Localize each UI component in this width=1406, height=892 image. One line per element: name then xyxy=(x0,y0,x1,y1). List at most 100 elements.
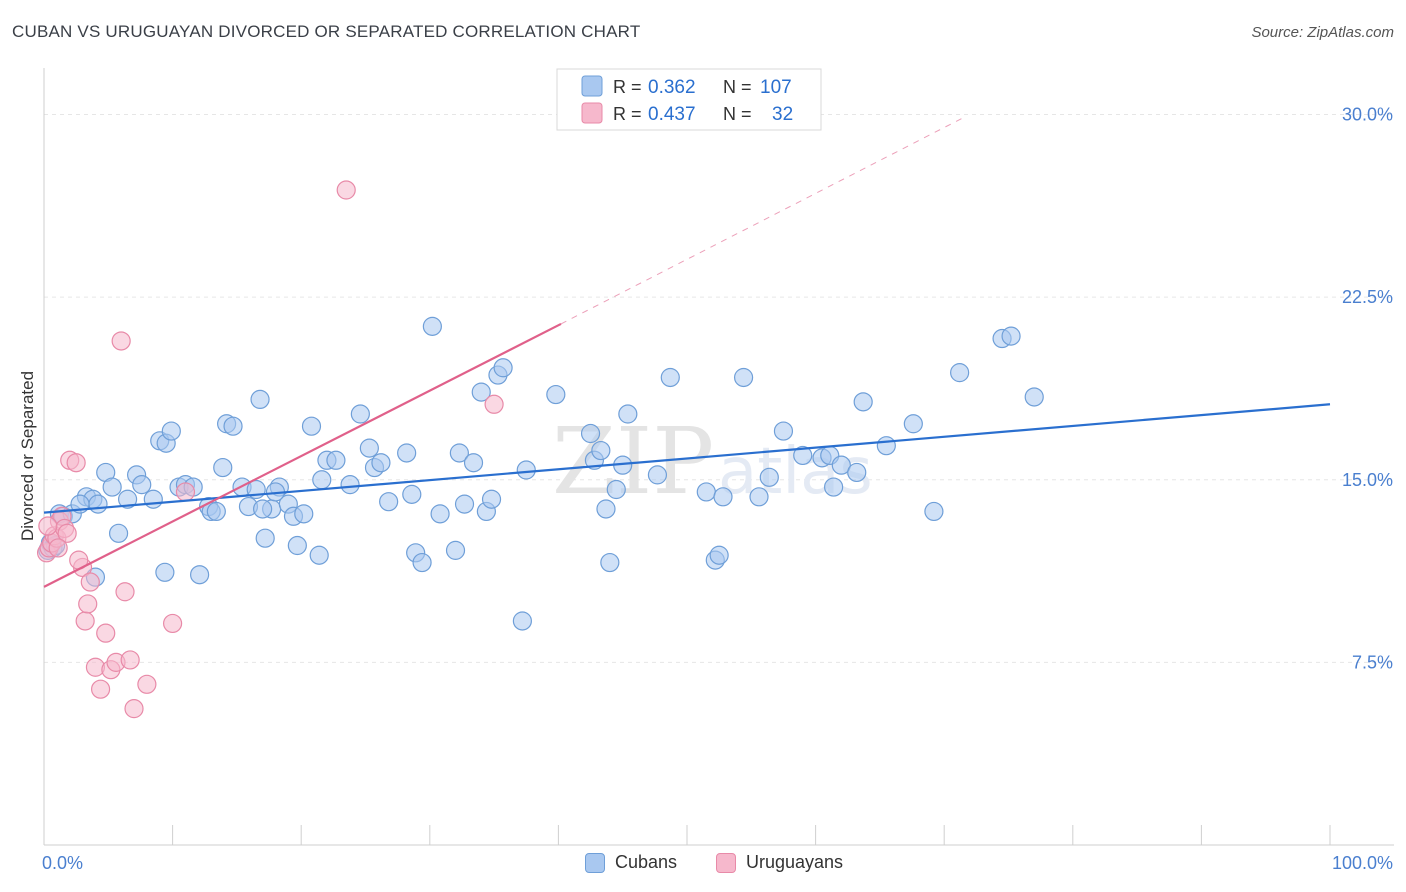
x-tick-label-max: 100.0% xyxy=(1332,853,1393,873)
cubans-point-56 xyxy=(430,504,450,524)
cubans-point-27 xyxy=(213,457,233,478)
uruguayans-point-16 xyxy=(90,679,111,699)
cubans-point-81 xyxy=(709,545,729,565)
source-credit: Source: ZipAtlas.com xyxy=(1251,24,1394,41)
legend-r-label-cubans: R = xyxy=(613,77,642,97)
cubans-point-85 xyxy=(759,467,779,487)
uruguayans-trend-line xyxy=(43,322,562,588)
legend-item-cubans: Cubans xyxy=(585,852,677,873)
cubans-point-92 xyxy=(847,462,867,483)
cubans-point-84 xyxy=(749,487,769,507)
cubans-point-91 xyxy=(831,455,851,475)
watermark-zip: ZIP xyxy=(552,408,714,515)
y-tick-label-1: 15.0% xyxy=(1342,470,1393,490)
cubans-point-73 xyxy=(600,552,620,573)
cubans-point-33 xyxy=(250,389,270,410)
legend-r-value-cubans: 0.362 xyxy=(648,77,696,98)
uruguayans-trend-extension xyxy=(560,116,966,325)
cubans-point-68 xyxy=(546,384,566,405)
legend-item-uruguayans: Uruguayans xyxy=(716,852,843,873)
cubans-point-43 xyxy=(312,470,332,490)
uruguayans-point-28 xyxy=(38,516,58,536)
uruguayans-point-17 xyxy=(96,623,116,643)
watermark: ZIP atlas xyxy=(552,408,873,515)
legend-swatch-uruguayans xyxy=(581,102,603,124)
uruguayans-point-13 xyxy=(78,594,98,614)
y-tick-label-2: 22.5% xyxy=(1342,287,1393,307)
chart-title: CUBAN VS URUGUAYAN DIVORCED OR SEPARATED… xyxy=(12,22,641,41)
cubans-point-67 xyxy=(516,460,536,480)
cubans-point-76 xyxy=(618,404,638,424)
cubans-point-78 xyxy=(660,367,680,388)
cubans-point-90 xyxy=(824,477,844,497)
cubans-point-19 xyxy=(161,421,181,441)
cubans-point-71 xyxy=(591,440,611,461)
cubans-point-47 xyxy=(359,438,379,458)
cubans-point-99 xyxy=(1001,326,1021,346)
cubans-point-58 xyxy=(449,443,469,463)
cubans-point-66 xyxy=(512,611,532,631)
uruguayans-point-22 xyxy=(120,650,140,670)
cubans-point-40 xyxy=(294,504,314,524)
cubans-point-72 xyxy=(596,499,616,519)
legend-n-label-cubans: N = xyxy=(723,77,752,97)
cubans-point-23 xyxy=(190,565,210,585)
cubans-point-26 xyxy=(206,501,226,522)
legend-r-label-uruguayans: R = xyxy=(613,104,642,124)
axes xyxy=(43,68,1394,846)
cubans-point-52 xyxy=(402,484,422,504)
cubans-point-60 xyxy=(463,453,484,473)
cubans-point-55 xyxy=(422,316,442,336)
legend-n-label-uruguayans: N = xyxy=(723,104,752,124)
cubans-point-79 xyxy=(696,482,716,502)
cubans-point-50 xyxy=(379,492,399,512)
cubans-point-87 xyxy=(793,445,813,466)
cubans-point-59 xyxy=(454,494,475,514)
cubans-point-104 xyxy=(155,562,175,582)
cubans-point-45 xyxy=(340,475,360,495)
cubans-point-12 xyxy=(108,523,129,543)
cubans-point-63 xyxy=(481,489,502,509)
uruguayans-point-10 xyxy=(66,453,86,473)
cubans-point-101 xyxy=(253,499,273,519)
uruguayans-point-12 xyxy=(75,611,95,631)
cubans-point-65 xyxy=(493,358,513,378)
uruguayans-point-30 xyxy=(484,394,504,414)
cubans-point-13 xyxy=(117,489,138,509)
cubans-point-57 xyxy=(445,540,466,560)
cubans-point-97 xyxy=(950,363,970,383)
uruguayans-point-26 xyxy=(175,482,196,502)
cubans-point-16 xyxy=(143,489,163,509)
cubans-point-95 xyxy=(903,414,923,434)
series-uruguayans-points xyxy=(36,180,504,719)
cubans-point-29 xyxy=(223,416,243,436)
cubans-point-69 xyxy=(580,423,601,444)
cubans-point-77 xyxy=(647,465,668,485)
cubans-point-46 xyxy=(350,404,370,424)
legend-swatch-cubans xyxy=(581,75,603,97)
cubans-point-11 xyxy=(102,477,122,497)
bottom-legend: Cubans Uruguayans xyxy=(0,852,1406,876)
cubans-point-102 xyxy=(326,450,346,470)
cubans-point-49 xyxy=(371,453,391,473)
cubans-point-54 xyxy=(412,552,432,573)
cubans-point-82 xyxy=(713,487,733,507)
legend-r-value-uruguayans: 0.437 xyxy=(648,104,696,125)
grid-lines xyxy=(44,114,1394,663)
uruguayans-point-24 xyxy=(137,674,157,694)
series-cubans-points xyxy=(38,316,1044,631)
uruguayans-point-20 xyxy=(111,331,131,351)
cubans-point-41 xyxy=(301,416,322,436)
legend-item-cubans-swatch xyxy=(585,852,605,873)
legend-item-uruguayans-label: Uruguayans xyxy=(746,852,844,872)
cubans-point-51 xyxy=(397,443,417,463)
y-tick-labels: 7.5% 15.0% 22.5% 30.0% xyxy=(1342,105,1393,673)
legend-n-value-uruguayans: 32 xyxy=(772,104,793,125)
legend-n-value-cubans: 107 xyxy=(760,77,792,98)
cubans-point-42 xyxy=(309,545,329,565)
legend-item-uruguayans-swatch xyxy=(716,852,736,873)
uruguayans-point-8 xyxy=(57,523,77,543)
cubans-trend-line xyxy=(43,403,1331,514)
uruguayans-point-14 xyxy=(80,572,100,592)
